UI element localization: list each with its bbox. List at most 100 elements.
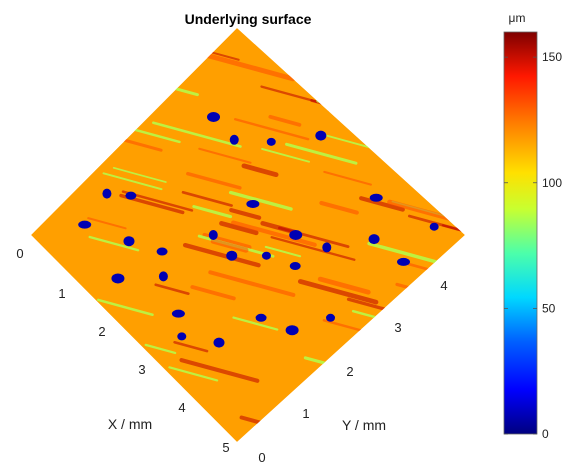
surface-ridge [359,196,405,212]
surface-ridge [210,238,249,253]
surface-ridge [261,148,310,163]
surface-ridge [88,235,140,252]
surface-pit [369,193,383,202]
surface-pit [246,199,260,208]
surface-ridge [234,118,310,141]
surface-ridge [319,200,359,215]
surface-ridge [198,147,252,164]
colorbar-tick-label: 0 [542,427,549,441]
colorbar: μm 0 50 100 150 [503,11,562,441]
x-axis: 0 1 2 3 4 5 X / mm [16,246,229,455]
surface-ridge [260,85,318,103]
surface-pit [368,234,380,245]
surface-ridge [441,224,465,236]
surface-pit [326,313,336,322]
surface-ridge [267,42,343,66]
x-tick-label: 4 [178,400,185,415]
surface-pit [322,242,332,253]
y-tick-label: 1 [302,406,309,421]
y-tick-label: 3 [394,320,401,335]
surface-ridge [168,366,219,382]
x-axis-label: X / mm [108,416,152,432]
surface-ridge [190,285,236,301]
surface-pit [123,236,135,247]
surface-ridge [387,199,456,222]
surface-ridge [285,142,358,165]
x-tick-label: 1 [58,286,65,301]
colorbar-unit: μm [509,11,526,25]
colorbar-tick-label: 50 [542,301,556,315]
surface-ridge [360,356,432,380]
surface-ridge [182,242,261,268]
surface-ridge [241,163,279,178]
colorbar-gradient [503,31,538,435]
surface-pit [289,262,301,271]
surface-ridge [205,53,296,82]
surface-pit [208,230,218,240]
surface-ridge [87,217,127,230]
surface-ridge [232,316,279,331]
x-tick-label: 0 [16,246,23,261]
y-axis: 0 1 2 3 4 Y / mm [258,278,447,465]
colorbar-ticks: 0 50 100 150 [504,50,562,441]
surface-ridge [270,236,356,261]
surface-ridge [375,332,460,358]
y-tick-label: 2 [346,364,353,379]
surface-ridge [271,426,326,442]
surface-ridge [317,276,371,295]
surface-pit [255,313,267,322]
surface-pit [213,337,225,348]
surface-ridge [133,128,181,144]
surface-ridge [228,190,293,211]
surface-ridge [144,343,177,355]
surface-pit [125,191,137,200]
surface-ridge [395,282,463,304]
surface-pit [156,247,168,256]
surface-pit [266,137,276,146]
surface-ridge [208,270,296,297]
surface-ridge [97,298,154,316]
surface-ridge [229,207,262,220]
surface-pit [158,271,168,282]
surface-ridge [446,269,465,288]
colorbar-tick-label: 100 [542,176,562,190]
y-axis-label: Y / mm [342,417,386,433]
x-tick-label: 3 [138,362,145,377]
y-tick-label: 0 [258,450,265,465]
surface-pit [285,325,299,336]
surface-pit [397,257,410,266]
surface-pit [78,220,92,229]
surface-pit [111,273,125,284]
surface-ridge [192,205,233,219]
surface-ridge [186,171,242,190]
surface-pit [207,112,221,123]
surface-pit [315,130,327,141]
height-map [31,28,465,442]
surface-ridge [181,190,233,207]
surface-pit [261,251,271,260]
surface-pit [289,230,303,240]
surface-ridge [112,166,167,183]
surface-ridge [219,220,259,236]
surface-ridge [173,340,209,353]
surface-pit [171,309,185,318]
surface-pit [177,332,187,341]
surface-ridge [278,226,350,249]
surface-ridge [231,220,317,247]
chart-title: Underlying surface [185,11,312,27]
x-tick-label: 2 [98,324,105,339]
colorbar-tick-label: 150 [542,50,562,64]
y-tick-label: 4 [440,278,447,293]
surface-pit [102,188,112,199]
x-tick-label: 5 [222,440,229,455]
surface-ridge [297,279,379,305]
surface-ridge [323,170,372,186]
surface-pit [226,250,238,261]
pit-layer [78,112,439,348]
surface-ridge [154,283,190,295]
surface-ridge [102,172,163,191]
surface-ridge [268,114,302,127]
surface-ridge [264,245,302,258]
surface-ridge [179,358,260,383]
